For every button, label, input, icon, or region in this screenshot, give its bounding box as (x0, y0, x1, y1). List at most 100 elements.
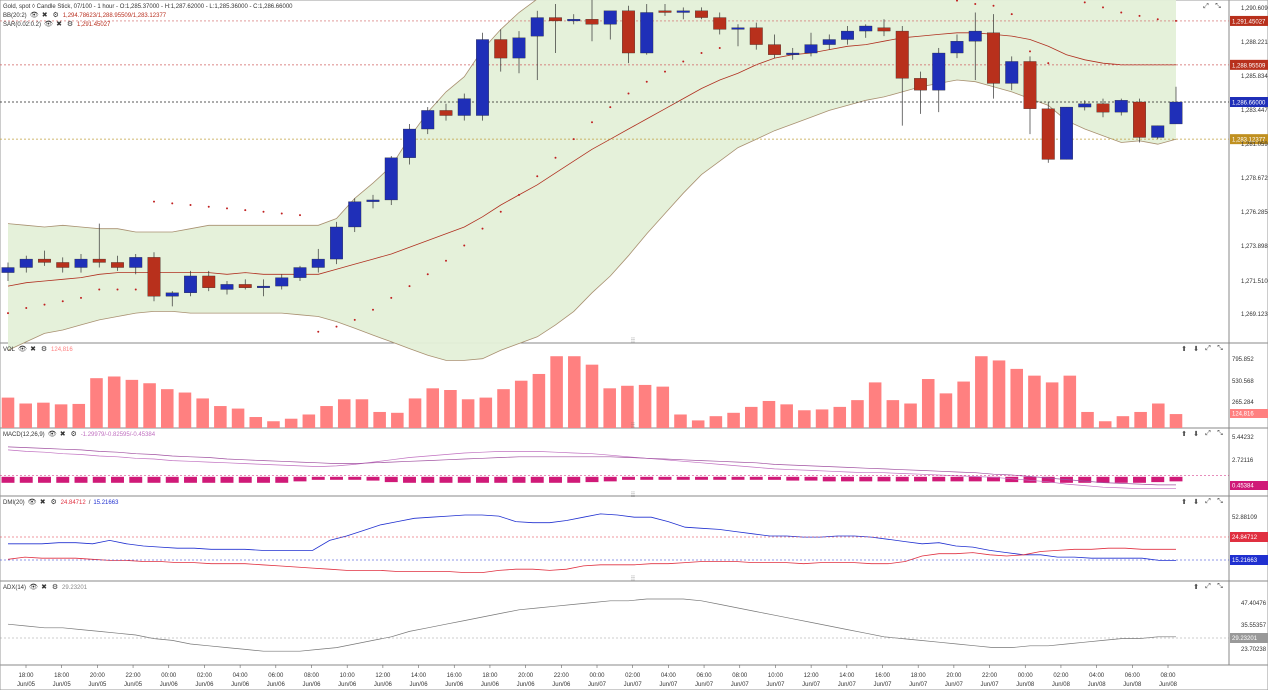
close-icon[interactable]: ✖ (56, 21, 62, 28)
volume-bar (585, 364, 599, 428)
sar-dot (80, 296, 82, 299)
candle-body (822, 39, 836, 45)
macd-histogram-bar (293, 476, 307, 482)
candle-body (695, 10, 708, 18)
macd-histogram-bar (585, 476, 599, 483)
price-tick-label: 1,269.12361 (1241, 312, 1268, 318)
macd-histogram-bar (822, 476, 836, 482)
expand-icon[interactable]: ⤢ (1205, 345, 1211, 352)
move-up-icon[interactable]: ⬆ (1181, 431, 1187, 438)
volume-bar (939, 393, 953, 428)
move-down-icon[interactable]: ⬇ (1193, 431, 1199, 438)
eye-icon[interactable]: 👁 (18, 346, 27, 353)
macd-histogram-bar (731, 476, 745, 480)
expand-icon[interactable]: ⤢ (1203, 3, 1209, 10)
close-icon[interactable]: ✖ (39, 499, 46, 506)
sar-dot (645, 80, 648, 83)
macd-histogram-bar (1078, 476, 1092, 483)
sar-dot (1047, 62, 1050, 65)
volume-bar (886, 400, 900, 428)
eye-icon[interactable]: 👁 (29, 12, 39, 19)
volume-bar (921, 379, 935, 428)
price-tick-label: 1,283.44722 (1241, 108, 1268, 114)
fullscreen-icon[interactable]: ⤡ (1217, 583, 1223, 590)
fullscreen-icon[interactable]: ⤡ (1217, 345, 1223, 352)
sar-dot (554, 156, 557, 159)
expand-icon[interactable]: ⤢ (1205, 583, 1211, 590)
candle-body (403, 128, 416, 158)
x-date-label: Jun/06 (410, 682, 429, 688)
eye-icon[interactable]: 👁 (47, 431, 57, 438)
x-date-label: Jun/07 (909, 682, 928, 688)
fullscreen-icon[interactable]: ⤡ (1217, 430, 1223, 437)
x-date-label: Jun/06 (481, 682, 500, 688)
volume-bar (231, 408, 245, 428)
volume-bar (391, 412, 404, 428)
macd-histogram-bar (494, 476, 508, 483)
candle-body (275, 277, 289, 287)
move-up-icon[interactable]: ⬆ (1181, 499, 1187, 506)
eye-icon[interactable]: 👁 (29, 584, 38, 591)
candle-body (1060, 106, 1073, 160)
sar-dot (1120, 11, 1123, 14)
macd-value-tag (1230, 481, 1268, 490)
gear-icon[interactable]: ⚙ (70, 431, 77, 438)
candle-body (968, 30, 982, 42)
fullscreen-icon[interactable]: ⤡ (1215, 3, 1221, 10)
volume-bar (727, 412, 740, 428)
volume-bar (497, 389, 510, 428)
dmi-neg-value: 15.21663 (93, 500, 119, 506)
x-time-label: 20:00 (90, 673, 106, 679)
candle-body (676, 10, 690, 13)
panel-resize-handle[interactable]: ⁞⁞ (631, 492, 635, 499)
macd-histogram-bar (1114, 476, 1128, 483)
panel-resize-handle[interactable]: ⁞⁞ (631, 576, 635, 583)
sar-dot (7, 312, 9, 315)
candle-body (184, 275, 197, 293)
x-date-label: Jun/06 (302, 682, 321, 688)
expand-icon[interactable]: ⤢ (1205, 430, 1211, 437)
move-down-icon[interactable]: ⬇ (1193, 346, 1199, 353)
volume-bar (603, 388, 616, 428)
x-time-label: 14:00 (839, 673, 855, 679)
macd-histogram-bar (38, 476, 51, 483)
panel-resize-handle[interactable]: ⁞⁞ (631, 338, 635, 345)
volume-bar (355, 399, 369, 428)
eye-icon[interactable]: 👁 (44, 21, 53, 28)
volume-bar (72, 403, 86, 428)
close-icon[interactable]: ✖ (41, 12, 48, 19)
panel-resize-handle[interactable]: ⁞⁞ (631, 423, 635, 430)
candle-body (987, 32, 1000, 84)
macd-histogram-bar (202, 476, 216, 483)
macd-histogram-bar (640, 476, 654, 480)
macd-histogram-bar (841, 476, 854, 482)
fullscreen-icon[interactable]: ⤡ (1217, 498, 1223, 505)
macd-histogram-bar (403, 476, 416, 483)
x-time-label: 00:00 (589, 673, 605, 679)
gear-icon[interactable]: ⚙ (51, 584, 59, 591)
x-time-label: 18:00 (911, 673, 927, 679)
sar-dot (116, 288, 119, 291)
volume-bar (780, 404, 793, 428)
gear-icon[interactable]: ⚙ (50, 499, 57, 506)
candle-body (1133, 101, 1146, 138)
sar-dot (171, 202, 174, 205)
close-icon[interactable]: ✖ (41, 584, 47, 591)
close-icon[interactable]: ✖ (30, 346, 36, 353)
eye-icon[interactable]: 👁 (27, 499, 37, 506)
sar-dot (499, 210, 502, 213)
gear-icon[interactable]: ⚙ (52, 12, 59, 19)
move-up-icon[interactable]: ⬆ (1181, 346, 1187, 353)
volume-bar (992, 360, 1006, 428)
move-down-icon[interactable]: ⬇ (1193, 499, 1199, 506)
macd-histogram-bar (749, 476, 763, 480)
expand-icon[interactable]: ⤢ (1205, 498, 1211, 505)
candle-body (1005, 61, 1019, 84)
volume-bar (160, 389, 174, 428)
move-up-icon[interactable]: ⬆ (1193, 584, 1199, 591)
volume-bar (744, 406, 758, 428)
gear-icon[interactable]: ⚙ (40, 346, 48, 353)
gear-icon[interactable]: ⚙ (66, 21, 74, 28)
volume-bar (284, 418, 298, 428)
close-icon[interactable]: ✖ (59, 431, 66, 438)
